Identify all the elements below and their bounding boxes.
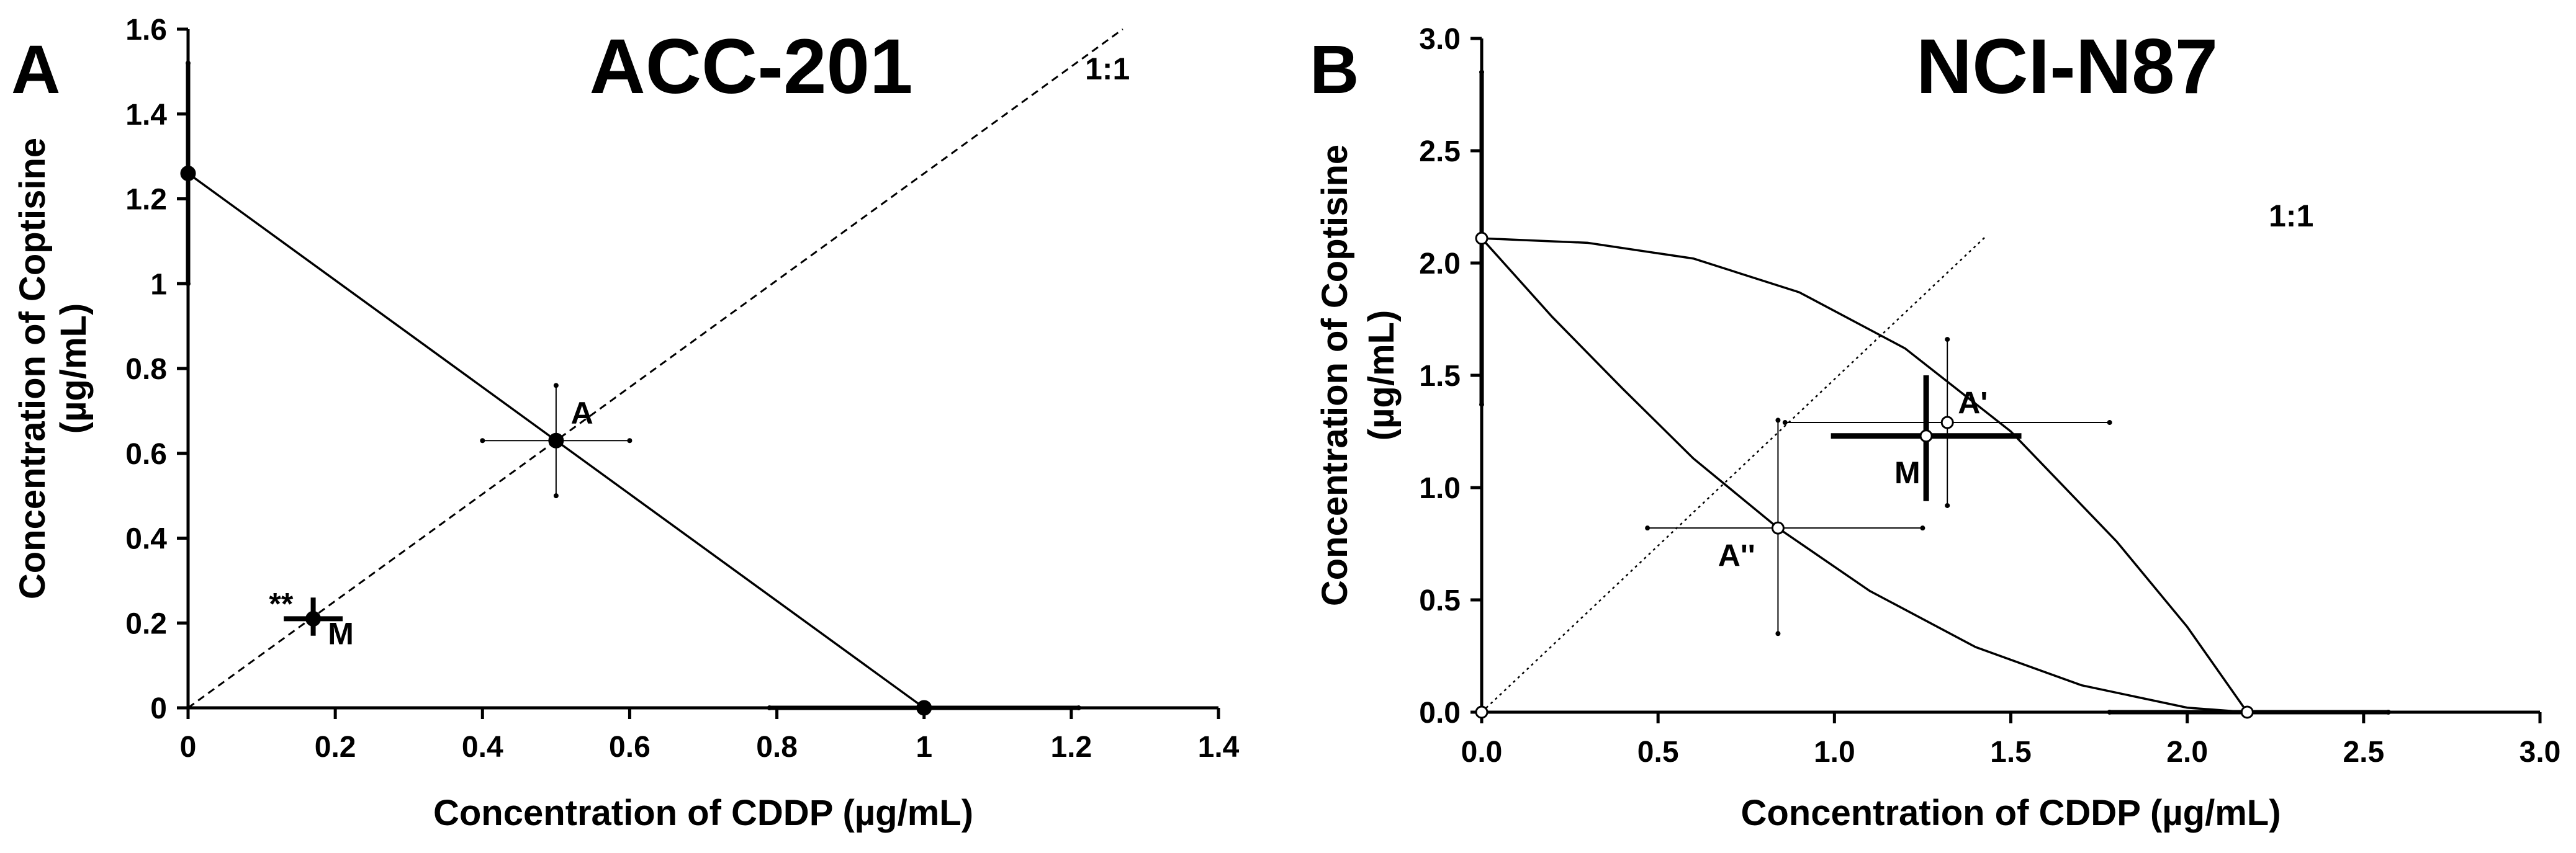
y-tick-label: 1.0	[1419, 472, 1461, 505]
error-cap-A-prime	[1945, 502, 1950, 508]
error-cap-A	[553, 493, 559, 499]
panel-b: B NCI-N87 0.0 0.5 1.0 1.5 2.0 2.5 3.0 0.0 0.5 1.0 1.…	[1310, 23, 2560, 833]
x-tick-label: 0	[180, 731, 197, 764]
x-tick-label: 0.8	[756, 731, 798, 764]
x-tick-label: 1.2	[1050, 731, 1092, 764]
error-cap-A-prime	[1945, 337, 1950, 342]
data-point-A-prime	[1940, 416, 1954, 429]
point-label: M	[328, 616, 354, 651]
data-point-ic50-coptisine	[180, 165, 196, 181]
data-point-origin	[1475, 705, 1488, 719]
x-tick-label: 1.4	[1198, 731, 1240, 764]
error-cap-ic50-cddp	[2385, 710, 2391, 715]
point-label: A''	[1718, 538, 1755, 573]
point-label: M	[1894, 455, 1921, 490]
y-tick-label: 1.6	[125, 14, 167, 47]
y-tick-label: 2.5	[1419, 135, 1461, 168]
diagonal-label: 1:1	[2269, 199, 2313, 233]
diagonal-label: 1:1	[1085, 51, 1130, 86]
error-cap-A	[480, 438, 485, 444]
x-tick-label: 2.5	[2343, 736, 2384, 769]
y-tick-label: 0.6	[125, 438, 167, 471]
error-cap-ic50-coptisine	[1479, 69, 1484, 75]
x-tick-label: 3.0	[2520, 736, 2561, 769]
x-tick-label: 1.5	[1990, 736, 2032, 769]
y-axis-title: Concentration of Coptisine	[1315, 145, 1355, 606]
error-cap-A	[627, 438, 633, 444]
y-axis-title-units: (µg/mL)	[1361, 310, 1402, 441]
error-cap-A-double-prime	[1645, 525, 1651, 531]
y-tick-label: 3.0	[1419, 23, 1461, 56]
x-tick-label: 0.6	[609, 731, 651, 764]
chart-title: NCI-N87	[1916, 24, 2218, 110]
y-axis-title-units: (µg/mL)	[53, 303, 94, 434]
error-cap-A-double-prime	[1920, 525, 1925, 531]
y-tick-label: 2.0	[1419, 248, 1461, 280]
y-tick-label: 0.4	[125, 523, 167, 556]
x-tick-label: 1.0	[1814, 736, 1855, 769]
error-cap-A-double-prime	[1775, 631, 1781, 636]
y-tick-label: 0.0	[1419, 697, 1461, 730]
error-cap-ic50-coptisine	[1479, 402, 1484, 408]
error-cap-ic50-cddp	[2107, 710, 2112, 715]
chart-title: ACC-201	[590, 24, 913, 110]
isobole-upper-curve	[1481, 237, 2248, 713]
y-tick-label: 1.4	[125, 99, 167, 132]
x-tick-label: 1	[916, 731, 932, 764]
point-label: A	[571, 396, 593, 431]
x-tick-label: 2.0	[2166, 736, 2208, 769]
error-cap-ic50-cddp	[1076, 705, 1081, 710]
point-label: **	[269, 587, 293, 622]
data-point-A-double-prime	[1771, 521, 1785, 535]
data-point-ic50-coptisine	[1475, 231, 1488, 245]
error-cap-A	[553, 383, 559, 388]
error-cap-A-prime	[1782, 420, 1788, 426]
data-point-A	[548, 432, 564, 449]
data-point-M	[1919, 429, 1933, 443]
diagonal-line	[187, 28, 1124, 709]
y-tick-label: 0	[150, 692, 167, 725]
y-tick-label: 1	[150, 268, 167, 301]
error-cap-ic50-coptisine	[186, 60, 191, 66]
x-axis-title: Concentration of CDDP (µg/mL)	[1741, 793, 2281, 833]
panel-letter: A	[11, 32, 60, 108]
data-point-M	[305, 610, 322, 627]
data-point-ic50-cddp	[2240, 705, 2254, 719]
panel-letter: B	[1310, 32, 1359, 108]
diagonal-line	[1481, 235, 1987, 713]
error-cap-A-double-prime	[1775, 418, 1781, 423]
error-cap-ic50-coptisine	[186, 281, 191, 287]
x-tick-label: 0.4	[462, 731, 503, 764]
y-tick-label: 0.8	[125, 353, 167, 386]
x-tick-label: 0.0	[1461, 736, 1503, 769]
x-tick-label: 0.5	[1637, 736, 1679, 769]
data-point-ic50-cddp	[916, 700, 932, 716]
x-tick-label: 0.2	[315, 731, 356, 764]
y-tick-label: 1.5	[1419, 360, 1461, 393]
y-tick-label: 0.2	[125, 607, 167, 640]
error-cap-ic50-cddp	[767, 705, 772, 710]
isobole-lower-curve	[1480, 238, 2248, 713]
error-cap-A-prime	[2107, 420, 2112, 426]
point-label: A'	[1958, 386, 1988, 421]
y-tick-label: 0.5	[1419, 584, 1461, 617]
panel-a: A ACC-201 0 0.2 0.4 0.6 0.8 1 1.2 1.4 0 0.2 0.4 0.6 0.…	[11, 14, 1240, 833]
y-axis-title: Concentration of Coptisine	[12, 138, 53, 599]
y-tick-label: 1.2	[125, 184, 167, 217]
x-axis-title: Concentration of CDDP (µg/mL)	[433, 793, 973, 833]
